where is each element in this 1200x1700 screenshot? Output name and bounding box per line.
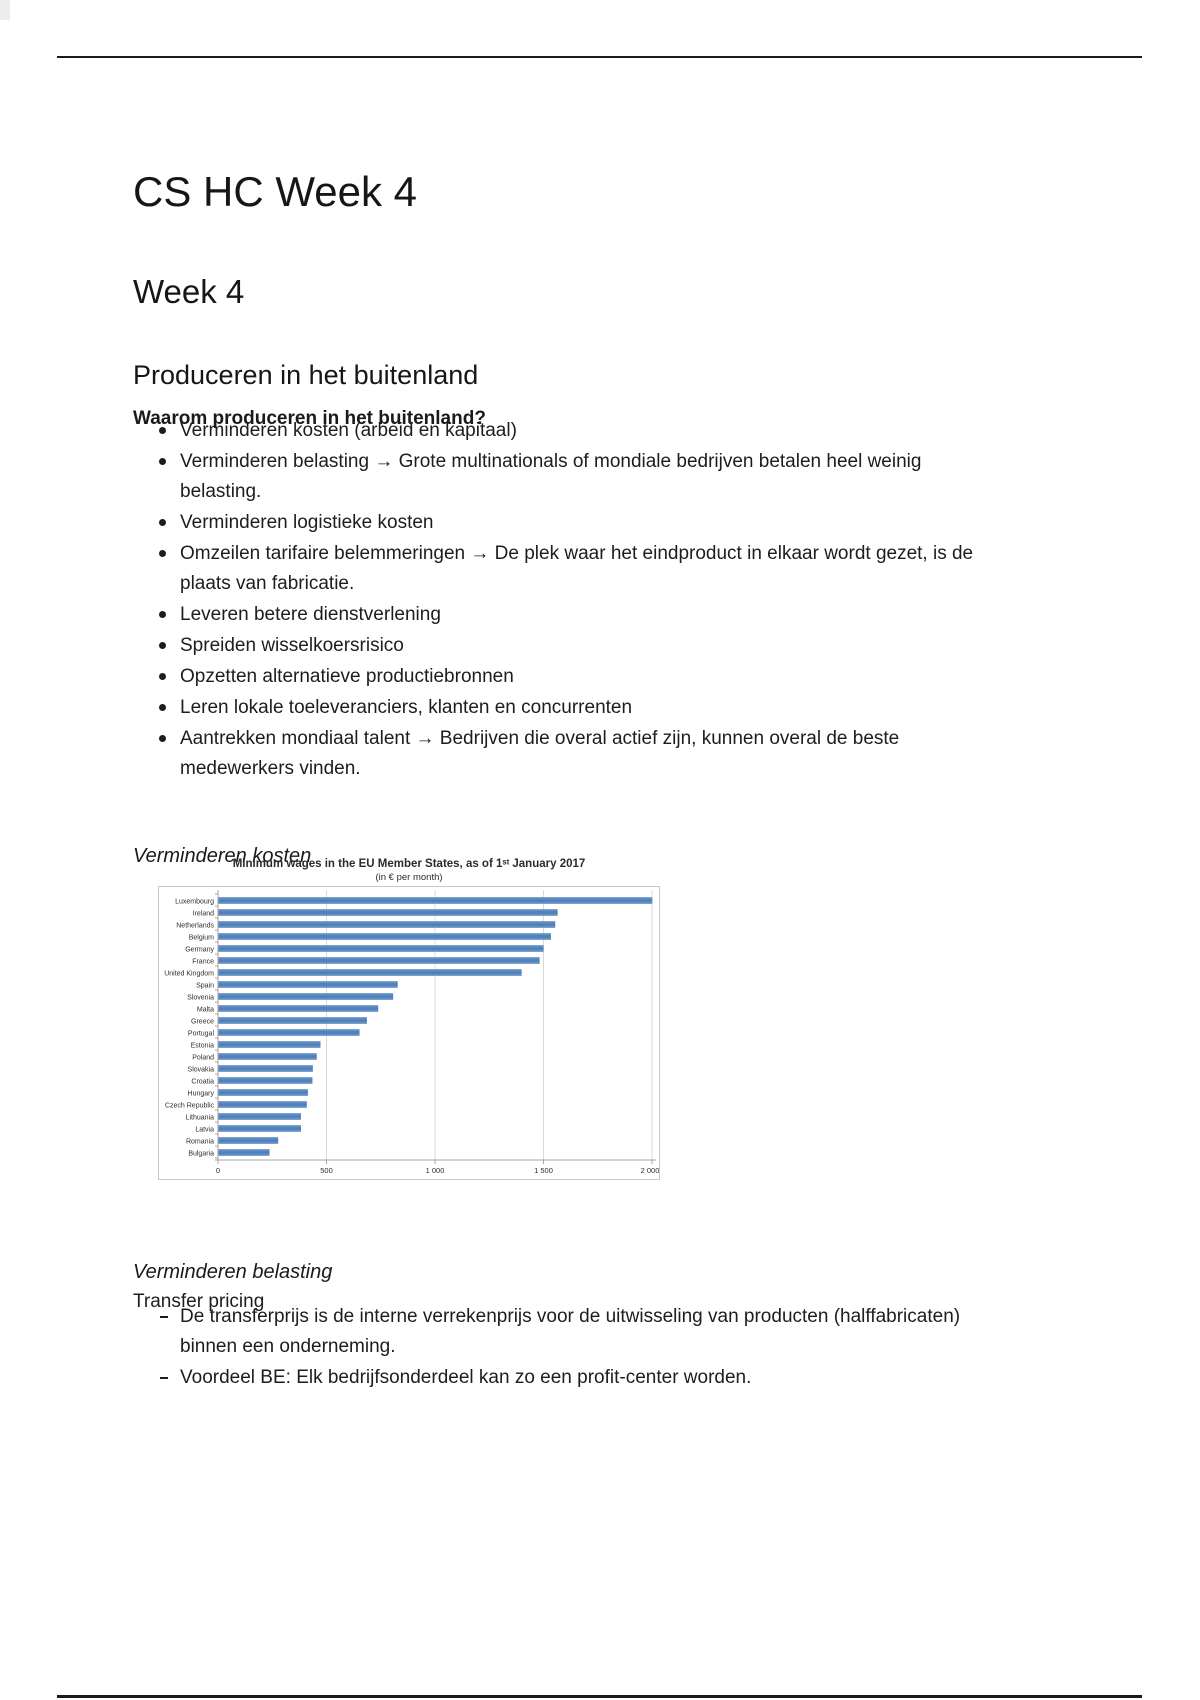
category-label: United Kingdom	[164, 971, 214, 978]
category-label: Germany	[185, 947, 214, 954]
category-label: France	[192, 959, 214, 966]
list-item: De transferprijs is de interne verrekenp…	[133, 1302, 1093, 1362]
document-title: CS HC Week 4	[133, 168, 417, 216]
category-label: Czech Republic	[165, 1103, 215, 1110]
category-label: Luxembourg	[175, 899, 214, 906]
bar	[218, 909, 558, 916]
bar	[218, 1053, 317, 1060]
list-item: Omzeilen tarifaire belemmeringen → De pl…	[133, 539, 1093, 599]
bar	[218, 1065, 313, 1072]
chart-block: Minimum wages in the EU Member States, a…	[158, 858, 660, 1180]
bar	[218, 1101, 307, 1108]
list-item: Opzetten alternatieve productiebronnen	[133, 662, 1093, 692]
category-label: Latvia	[195, 1127, 214, 1134]
section-heading: Produceren in het buitenland	[133, 360, 479, 390]
question-heading: Waarom produceren in het buitenland?	[133, 408, 486, 429]
bottom-rule	[57, 1695, 1142, 1698]
category-label: Greece	[191, 1019, 214, 1026]
bar	[218, 933, 551, 940]
top-rule	[57, 56, 1142, 58]
list-item: Verminderen belasting → Grote multinatio…	[133, 447, 1093, 507]
bar	[218, 993, 394, 1000]
category-label: Ireland	[193, 911, 215, 918]
category-label: Hungary	[188, 1091, 215, 1098]
list-item: Spreiden wisselkoersrisico	[133, 631, 1093, 661]
list-item: Verminderen logistieke kosten	[133, 508, 1093, 538]
scan-artifact	[0, 0, 10, 20]
category-label: Romania	[186, 1139, 214, 1146]
minimum-wages-chart: Luxembourg Ireland Netherlands Belgium Germa…	[158, 886, 660, 1180]
reasons-list: Verminderen kosten (arbeid en kapitaal) …	[133, 416, 1093, 785]
bar	[218, 981, 398, 988]
transfer-pricing-heading: Transfer pricing	[133, 1291, 265, 1312]
category-label: Slovakia	[188, 1067, 215, 1074]
bar	[218, 1089, 308, 1096]
bar	[218, 969, 522, 976]
category-label: Slovenia	[187, 995, 214, 1002]
x-tick-label: 1 500	[534, 1166, 553, 1175]
category-label: Belgium	[189, 935, 214, 942]
bar	[218, 921, 556, 928]
chart-title: Minimum wages in the EU Member States, a…	[232, 858, 586, 870]
category-label: Estonia	[191, 1043, 214, 1050]
list-item: Leveren betere dienstverlening	[133, 600, 1093, 630]
category-label: Spain	[196, 983, 214, 990]
x-tick-label: 500	[320, 1166, 333, 1175]
bar	[218, 1017, 367, 1024]
bar	[218, 1149, 270, 1156]
category-label: Netherlands	[176, 923, 214, 930]
cost-subheading: Verminderen kosten	[133, 845, 312, 867]
category-label: Bulgaria	[188, 1151, 214, 1158]
bar	[218, 1041, 321, 1048]
bar	[218, 897, 653, 904]
list-item: Leren lokale toeleveranciers, klanten en…	[133, 693, 1093, 723]
bar	[218, 945, 544, 952]
list-item: Voordeel BE: Elk bedrijfsonderdeel kan z…	[133, 1363, 1093, 1393]
bar	[218, 1113, 301, 1120]
category-label: Poland	[192, 1055, 214, 1062]
bar	[218, 1077, 313, 1084]
week-heading: Week 4	[133, 273, 245, 311]
bar	[218, 957, 540, 964]
x-tick-label: 2 000	[641, 1166, 660, 1175]
tax-subheading: Verminderen belasting	[133, 1261, 333, 1283]
x-tick-label: 0	[216, 1166, 220, 1175]
chart-border	[158, 886, 660, 1180]
category-label: Malta	[197, 1007, 214, 1014]
bar	[218, 1029, 360, 1036]
list-item: Verminderen kosten (arbeid en kapitaal)	[133, 416, 1093, 446]
bar	[218, 1125, 301, 1132]
x-tick-label: 1 000	[426, 1166, 445, 1175]
list-item: Aantrekken mondiaal talent → Bedrijven d…	[133, 724, 1093, 784]
category-label: Lithuania	[186, 1115, 215, 1122]
bar	[218, 1137, 279, 1144]
transfer-points-list: De transferprijs is de interne verrekenp…	[133, 1302, 1093, 1394]
chart-subtitle: (in € per month)	[375, 872, 443, 883]
bar	[218, 1005, 379, 1012]
category-label: Portugal	[188, 1031, 215, 1038]
category-label: Croatia	[191, 1079, 214, 1086]
